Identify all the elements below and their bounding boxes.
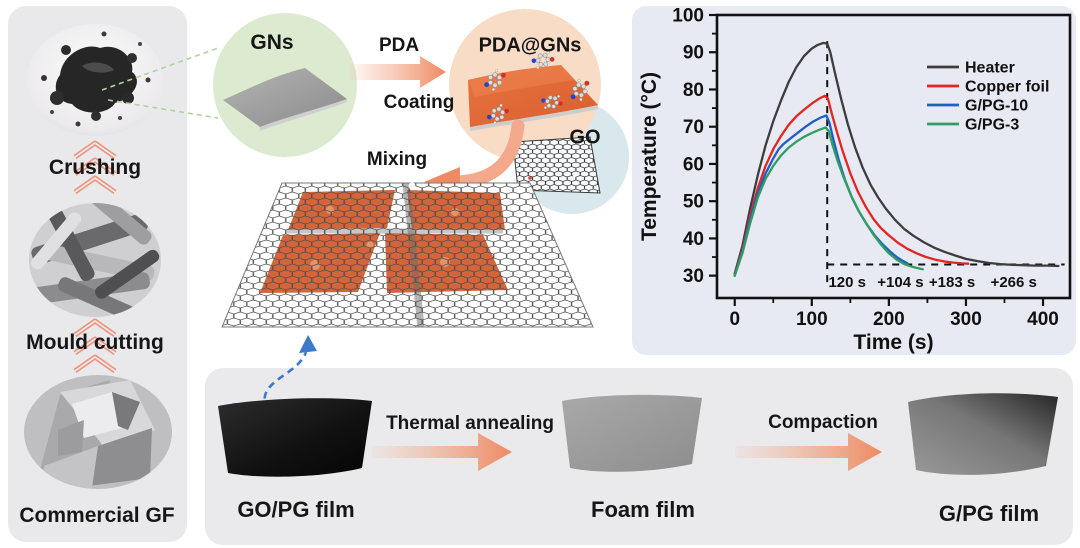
y-tick-label: 90 — [683, 43, 704, 64]
pda-gns-sheet — [468, 65, 598, 131]
graphene-lattice-composite — [221, 182, 594, 328]
series-line-copper-foil — [733, 94, 970, 277]
label-pda: PDA — [378, 35, 420, 56]
y-tick-label: 60 — [683, 154, 704, 175]
film-label-go-pg: GO/PG film — [237, 497, 355, 522]
series-line-g-pg-10 — [733, 114, 909, 277]
y-tick-label: 80 — [683, 80, 704, 101]
series-line-g-pg-3 — [733, 126, 924, 277]
step-label-crushing: Crushing — [48, 156, 142, 179]
plot-box — [715, 13, 1072, 300]
time-annotation: +104 s — [877, 274, 923, 291]
x-tick-label: 200 — [873, 309, 905, 330]
time-annotation: +266 s — [991, 274, 1037, 291]
film-label-foam: Foam film — [591, 497, 695, 522]
pda-coating-arrow-icon — [350, 56, 446, 88]
x-tick-label: 100 — [796, 309, 828, 330]
y-tick-label: 30 — [683, 266, 704, 287]
series-line-heater — [733, 41, 1060, 275]
y-tick-label: 70 — [683, 117, 704, 138]
pda-molecule-icon — [483, 45, 594, 127]
y-tick-label: 40 — [683, 229, 704, 250]
label-mixing: Mixing — [366, 149, 428, 170]
x-axis-label: Time (s) — [853, 331, 933, 354]
caption-commercial-gf: Commercial GF — [19, 504, 175, 527]
label-go: GO — [569, 126, 601, 149]
x-tick-label: 400 — [1027, 309, 1059, 330]
arrow-label-thermal-annealing: Thermal annealing — [386, 413, 554, 434]
y-tick-label: 100 — [672, 6, 704, 27]
legend-label-1: Copper foil — [965, 79, 1049, 96]
step-label-mould-cutting: Mould cutting — [26, 331, 164, 354]
time-annotation: +183 s — [929, 274, 975, 291]
y-axis-label: Temperature (°C) — [638, 72, 661, 241]
gns-sheet — [223, 68, 347, 131]
label-pda-gns: PDA@GNs — [478, 34, 582, 57]
legend-label-3: G/PG-3 — [965, 117, 1019, 134]
left-process-panel — [8, 6, 187, 542]
y-tick-label: 50 — [683, 192, 704, 213]
label-coating: Coating — [383, 92, 455, 113]
film-label-g-pg: G/PG film — [938, 501, 1040, 526]
legend-label-2: G/PG-10 — [965, 98, 1028, 115]
label-gns: GNs — [250, 31, 294, 54]
x-tick-label: 300 — [950, 309, 982, 330]
legend-label-0: Heater — [965, 60, 1015, 77]
mixing-curved-arrow-icon — [424, 119, 525, 197]
time-annotation: 120 s — [828, 274, 866, 291]
temperature-time-chart: 0 100 200 300 400 30 40 50 60 70 80 90 100 Heater Copp… — [638, 6, 1072, 354]
arrow-label-compaction: Compaction — [768, 412, 878, 433]
go-circle — [515, 100, 629, 214]
pda-gns-patches — [260, 190, 508, 293]
x-tick-label: 0 — [729, 309, 740, 330]
